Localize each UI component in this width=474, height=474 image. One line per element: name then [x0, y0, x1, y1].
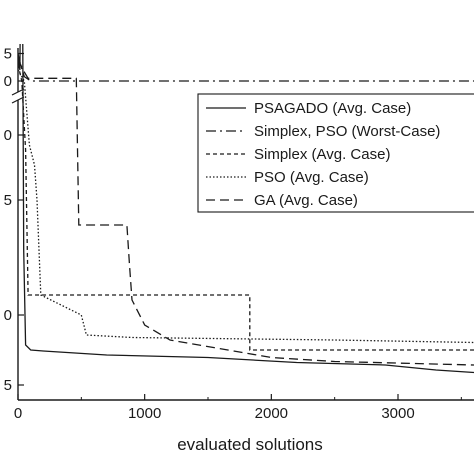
y-tick-label: 0	[4, 73, 12, 90]
legend-label-3: Simplex (Avg. Case)	[254, 146, 390, 163]
series-line-2	[18, 53, 474, 82]
legend-label-2: Simplex, PSO (Worst-Case)	[254, 123, 440, 140]
legend-box	[197, 93, 474, 213]
x-tick-label: 2000	[255, 405, 288, 422]
plot-area	[18, 44, 474, 374]
legend-label-1: PSAGADO (Avg. Case)	[254, 100, 411, 117]
legend-label-4: PSO (Avg. Case)	[254, 169, 369, 186]
series-line-5	[18, 58, 474, 366]
legend: PSAGADO (Avg. Case) Simplex, PSO (Worst-C…	[197, 93, 474, 213]
y-tick-label: 0	[4, 127, 12, 144]
x-tick-label: 1000	[128, 405, 161, 422]
x-tick-label: 0	[14, 405, 22, 422]
series-line-3	[18, 64, 474, 351]
legend-label-5: GA (Avg. Case)	[254, 192, 358, 209]
y-tick-label: 5	[4, 377, 12, 394]
axis-break-mark	[11, 88, 25, 96]
x-tick-label: 3000	[381, 405, 414, 422]
x-axis-title: evaluated solutions	[177, 435, 323, 454]
y-tick-label: 5	[4, 46, 12, 63]
y-tick-label: 5	[4, 192, 12, 209]
y-tick-label: 0	[4, 307, 12, 324]
axis-break-mark	[11, 96, 25, 104]
series-line-4	[18, 69, 474, 344]
series-line-1	[18, 44, 474, 374]
